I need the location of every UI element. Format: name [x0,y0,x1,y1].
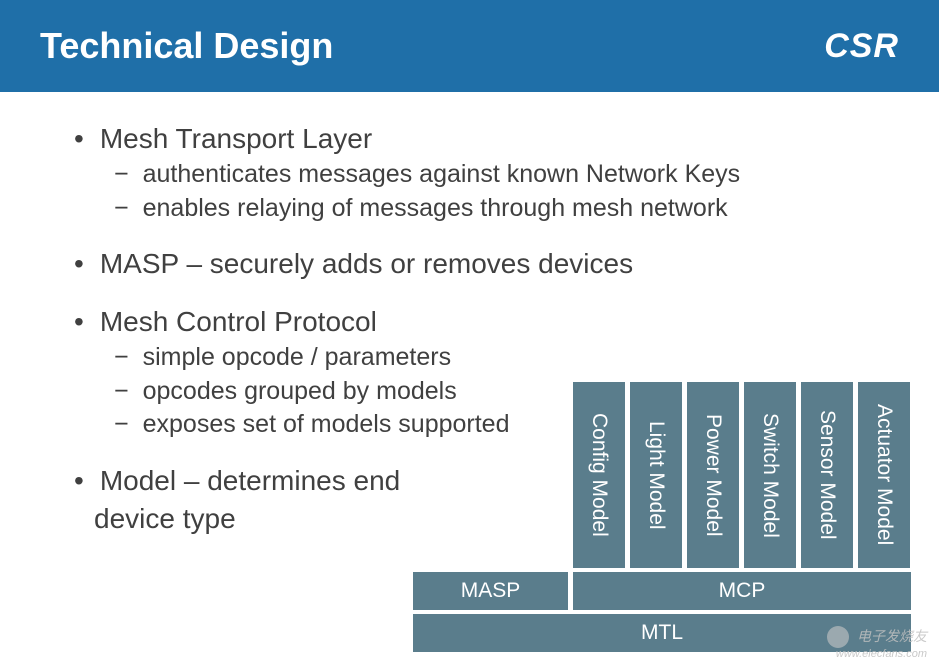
watermark-url: www.elecfans.com [827,648,927,660]
bullet-main-3: Model – determines end device type [48,462,428,538]
masp-layer-box: MASP [413,572,568,610]
bullet-group-1: MASP – securely adds or removes devices [48,245,891,283]
csr-logo: CSR [824,27,899,66]
model-box-0: Config Model [573,382,625,568]
model-box-2: Power Model [687,382,739,568]
slide-title: Technical Design [40,25,333,67]
model-box-3: Switch Model [744,382,796,568]
bullet-sub-2-0: simple opcode / parameters [48,341,891,375]
model-box-5: Actuator Model [858,382,910,568]
bullet-main-0: Mesh Transport Layer [48,120,891,158]
watermark: 电子发烧友 www.elecfans.com [827,626,927,660]
watermark-text: 电子发烧友 [857,628,927,644]
model-box-1: Light Model [630,382,682,568]
bullet-group-0: Mesh Transport Layer authenticates messa… [48,120,891,225]
bullet-group-3: Model – determines end device type [48,462,428,538]
slide-header: Technical Design CSR [0,0,939,92]
mcp-layer-box: MCP [573,572,911,610]
bullet-sub-0-1: enables relaying of messages through mes… [48,192,891,226]
watermark-icon [827,626,849,648]
architecture-diagram: MTLMASPMCPConfig ModelLight ModelPower M… [413,382,911,652]
model-box-4: Sensor Model [801,382,853,568]
bullet-main-1: MASP – securely adds or removes devices [48,245,891,283]
bullet-main-2: Mesh Control Protocol [48,303,891,341]
bullet-sub-0-0: authenticates messages against known Net… [48,158,891,192]
